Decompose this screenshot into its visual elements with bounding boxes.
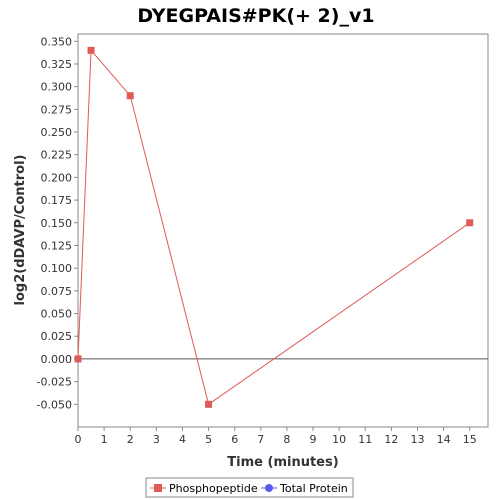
y-tick-label: 0.275 bbox=[41, 103, 73, 116]
y-tick-label: 0.100 bbox=[41, 262, 73, 275]
y-tick-label: 0.325 bbox=[41, 58, 73, 71]
y-tick-label: 0.175 bbox=[41, 194, 73, 207]
x-tick-label: 6 bbox=[231, 433, 238, 446]
y-axis: -0.050 -0.025 0.000 0.025 0.050 0.075 0.100 0.1… bbox=[37, 35, 78, 411]
x-tick-label: 1 bbox=[101, 433, 108, 446]
x-tick-label: 8 bbox=[283, 433, 290, 446]
chart-title: DYEGPAIS#PK(+ 2)_v1 bbox=[137, 5, 374, 27]
y-tick-label: 0.300 bbox=[41, 81, 73, 94]
y-tick-label: -0.050 bbox=[37, 398, 72, 411]
y-tick-label: 0.150 bbox=[41, 217, 73, 230]
x-tick-label: 0 bbox=[75, 433, 82, 446]
y-tick-label: 0.125 bbox=[41, 239, 73, 252]
y-axis-label: log2(dDAVP/Control) bbox=[13, 155, 28, 306]
y-tick-label: 0.200 bbox=[41, 171, 73, 184]
x-tick-label: 15 bbox=[463, 433, 477, 446]
data-point bbox=[87, 46, 95, 54]
x-tick-label: 2 bbox=[127, 433, 134, 446]
x-tick-label: 3 bbox=[153, 433, 160, 446]
y-tick-label: 0.000 bbox=[41, 353, 73, 366]
plot-area bbox=[77, 33, 489, 428]
x-axis-label: Time (minutes) bbox=[227, 455, 338, 470]
y-tick-label: 0.075 bbox=[41, 285, 73, 298]
data-point bbox=[126, 92, 134, 100]
y-tick-label: 0.250 bbox=[41, 126, 73, 139]
x-tick-label: 4 bbox=[179, 433, 186, 446]
x-tick-label: 12 bbox=[384, 433, 398, 446]
x-tick-label: 11 bbox=[358, 433, 372, 446]
y-tick-label: 0.225 bbox=[41, 149, 73, 162]
x-tick-label: 10 bbox=[332, 433, 346, 446]
y-tick-label: -0.025 bbox=[37, 376, 72, 389]
y-tick-label: 0.025 bbox=[41, 330, 73, 343]
y-tick-label: 0.350 bbox=[41, 35, 73, 48]
legend-marker-total-protein bbox=[265, 484, 273, 492]
series-layer bbox=[74, 46, 474, 408]
x-tick-label: 14 bbox=[437, 433, 451, 446]
data-point bbox=[466, 219, 474, 227]
legend-label-phosphopeptide: Phosphopeptide bbox=[169, 482, 258, 495]
legend-label-total-protein: Total Protein bbox=[279, 482, 348, 495]
x-axis: 0 1 2 3 4 5 6 7 8 9 10 11 12 13 14 15 bbox=[75, 427, 477, 446]
legend-marker-phosphopeptide bbox=[154, 484, 162, 492]
x-tick-label: 7 bbox=[257, 433, 264, 446]
data-point bbox=[205, 400, 213, 408]
data-point bbox=[74, 355, 82, 363]
legend-box bbox=[145, 477, 354, 498]
x-tick-label: 5 bbox=[205, 433, 212, 446]
x-tick-label: 9 bbox=[310, 433, 317, 446]
x-tick-label: 13 bbox=[410, 433, 424, 446]
legend: Phosphopeptide Total Protein bbox=[145, 477, 354, 498]
y-tick-label: 0.050 bbox=[41, 308, 73, 321]
